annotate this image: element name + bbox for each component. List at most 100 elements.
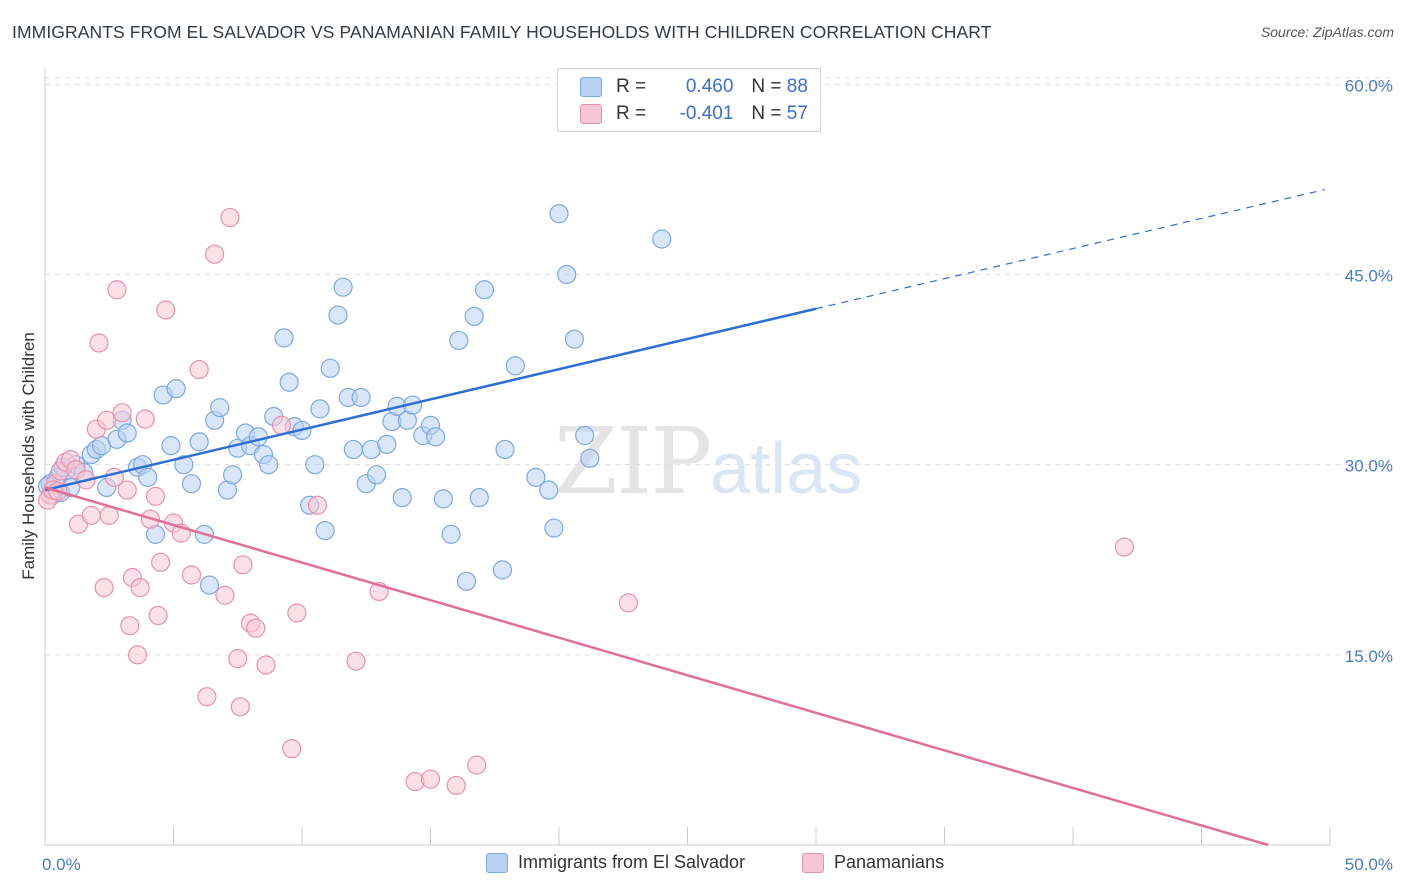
data-point-el-salvador	[464, 306, 484, 326]
data-point-panamanians	[215, 585, 235, 605]
data-point-panamanians	[156, 300, 176, 320]
data-point-panamanians	[228, 649, 248, 669]
data-point-el-salvador	[564, 329, 585, 349]
legend-swatch-blue	[580, 77, 602, 97]
data-point-el-salvador	[366, 465, 387, 485]
data-point-el-salvador	[320, 358, 340, 378]
data-point-el-salvador	[492, 560, 513, 580]
data-point-panamanians	[135, 409, 155, 429]
data-point-el-salvador	[305, 455, 325, 475]
legend-n-value: 57	[786, 103, 808, 124]
data-point-el-salvador	[315, 520, 335, 541]
data-point-el-salvador	[258, 455, 279, 475]
y-tick-label: 45.0%	[1345, 267, 1393, 286]
trend-lines	[44, 188, 1325, 847]
data-point-el-salvador	[189, 432, 209, 452]
data-point-el-salvador	[328, 305, 348, 325]
data-point-el-salvador	[392, 488, 412, 508]
data-point-el-salvador	[557, 264, 577, 285]
data-point-panamanians	[148, 605, 168, 626]
data-point-el-salvador	[474, 280, 495, 300]
data-point-el-salvador	[526, 467, 546, 487]
data-point-el-salvador	[333, 277, 353, 297]
data-point-el-salvador	[223, 465, 243, 485]
data-point-panamanians	[189, 359, 209, 380]
legend-r-value: -0.401	[679, 103, 734, 124]
data-point-el-salvador	[549, 204, 569, 224]
y-tick-labels: 15.0% 30.0% 45.0% 60.0%	[1345, 76, 1393, 665]
x-tick-marks	[44, 827, 1331, 845]
x-tick-label-min: 0.0%	[42, 855, 81, 874]
data-point-panamanians	[130, 578, 150, 598]
trend-line-el-salvador-extension	[815, 188, 1325, 310]
data-point-el-salvador	[117, 423, 137, 443]
data-point-el-salvador	[456, 571, 477, 591]
data-point-panamanians	[420, 769, 441, 789]
data-point-el-salvador	[426, 427, 446, 447]
data-point-panamanians	[282, 739, 302, 759]
data-point-panamanians	[205, 244, 225, 264]
data-point-panamanians	[220, 207, 240, 228]
legend-item-label: Immigrants from El Salvador	[518, 852, 746, 872]
data-point-el-salvador	[505, 356, 525, 376]
watermark-zip: ZIP	[554, 408, 712, 515]
data-point-el-salvador	[138, 467, 158, 487]
data-point-panamanians	[112, 403, 132, 423]
legend-item-el-salvador[interactable]: Immigrants from El Salvador	[486, 852, 745, 873]
data-point-el-salvador	[377, 434, 397, 454]
legend-n-label: N =	[751, 76, 782, 97]
data-point-panamanians	[117, 480, 137, 500]
data-point-panamanians	[307, 495, 328, 515]
data-point-panamanians	[94, 578, 114, 598]
legend-item-panamanians[interactable]: Panamanians	[802, 852, 944, 873]
watermark: ZIPatlas	[554, 408, 862, 515]
data-point-panamanians	[287, 603, 307, 623]
data-point-panamanians	[246, 618, 266, 638]
legend-n-label: N =	[751, 103, 782, 124]
legend-n-value: 88	[786, 76, 808, 97]
data-point-el-salvador	[274, 328, 294, 348]
legend-r-label: R =	[616, 76, 647, 97]
data-point-panamanians	[151, 552, 171, 572]
series-panamanians-points	[37, 207, 1135, 796]
x-tick-label-max: 50.0%	[1345, 855, 1393, 874]
data-point-panamanians	[89, 333, 109, 353]
data-point-el-salvador	[495, 439, 515, 460]
watermark-atlas: atlas	[710, 429, 863, 509]
data-point-el-salvador	[166, 379, 186, 399]
legend-r-value: 0.460	[685, 76, 734, 97]
data-point-panamanians	[467, 755, 487, 775]
data-point-panamanians	[1114, 537, 1135, 557]
data-point-el-salvador	[652, 229, 672, 249]
data-point-panamanians	[120, 616, 140, 636]
data-point-panamanians	[197, 687, 217, 707]
series-el-salvador-points	[37, 83, 672, 595]
legend-row-panamanians: R = -0.401 N = 57	[580, 102, 808, 126]
data-point-el-salvador	[279, 372, 299, 392]
data-point-el-salvador	[433, 489, 453, 509]
data-point-panamanians	[446, 775, 466, 796]
data-point-panamanians	[107, 280, 127, 300]
data-point-panamanians	[81, 505, 101, 525]
data-point-el-salvador	[469, 488, 489, 508]
data-point-panamanians	[145, 486, 166, 506]
y-axis-label: Family Households with Children	[19, 332, 38, 580]
data-point-panamanians	[346, 651, 366, 671]
data-point-panamanians	[181, 565, 202, 585]
data-point-panamanians	[230, 697, 250, 717]
legend-swatch-pink	[580, 104, 602, 124]
data-point-el-salvador	[310, 399, 330, 419]
legend-swatch-pink	[802, 852, 824, 873]
data-point-el-salvador	[544, 518, 564, 538]
data-point-el-salvador	[539, 480, 559, 500]
chart-source: Source: ZipAtlas.com	[1260, 24, 1394, 40]
data-point-el-salvador	[343, 439, 363, 460]
legend-item-label: Panamanians	[834, 852, 945, 872]
data-point-el-salvador	[174, 455, 194, 475]
y-tick-label: 60.0%	[1345, 76, 1393, 95]
data-point-el-salvador	[449, 330, 469, 351]
data-point-el-salvador	[575, 425, 595, 446]
data-point-el-salvador	[199, 575, 220, 595]
y-tick-label: 15.0%	[1345, 647, 1393, 666]
